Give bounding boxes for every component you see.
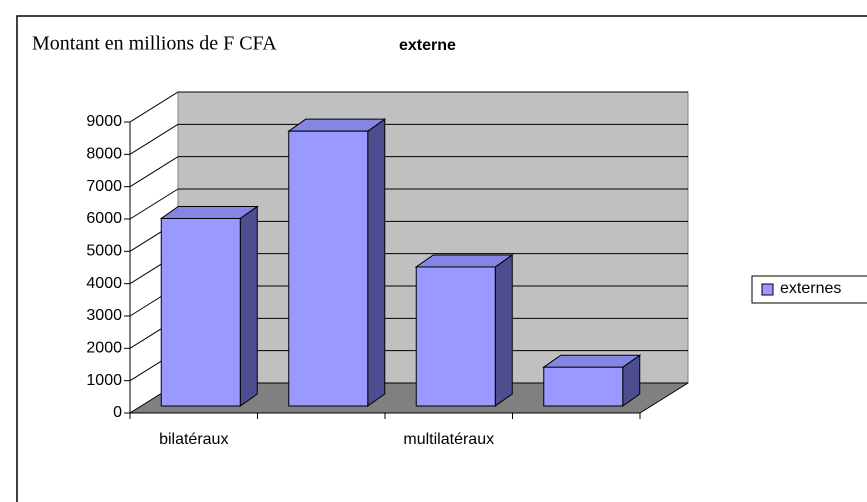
bar — [159, 205, 259, 407]
y-tick-label: 6000 — [86, 210, 122, 227]
floor-edge — [639, 382, 689, 414]
bar-front — [543, 366, 624, 407]
bar-front — [288, 130, 369, 407]
y-tick-label: 2000 — [86, 340, 122, 357]
bar-front — [160, 217, 241, 407]
y-tick-label: 0 — [113, 404, 122, 421]
bar-top — [287, 118, 387, 132]
grid-line — [129, 188, 179, 220]
bar-top — [159, 205, 259, 219]
chart-title: Montant en millions de F CFA — [32, 33, 277, 55]
bar — [287, 118, 387, 407]
x-tick-label: bilatéraux — [159, 431, 228, 448]
y-tick-label: 3000 — [86, 307, 122, 324]
legend-label: externes — [780, 280, 841, 297]
grid-line — [129, 91, 179, 123]
bar-top — [542, 354, 642, 368]
legend-swatch — [761, 283, 774, 296]
bar-side — [494, 254, 513, 407]
y-tick-label: 1000 — [86, 372, 122, 389]
bar-side — [367, 118, 386, 407]
y-tick-label: 4000 — [86, 275, 122, 292]
grid-line — [129, 156, 179, 188]
y-tick-label: 5000 — [86, 243, 122, 260]
x-tick-label: multilatéraux — [403, 431, 494, 448]
bar-side — [239, 205, 258, 407]
grid-line — [129, 123, 179, 155]
bar — [414, 254, 514, 407]
y-tick-label: 8000 — [86, 146, 122, 163]
y-tick-label: 9000 — [86, 113, 122, 130]
y-tick-label: 7000 — [86, 178, 122, 195]
bar-front — [415, 266, 496, 407]
chart-subtitle: externe — [399, 37, 456, 54]
bar-top — [414, 254, 514, 268]
bar — [542, 354, 642, 407]
